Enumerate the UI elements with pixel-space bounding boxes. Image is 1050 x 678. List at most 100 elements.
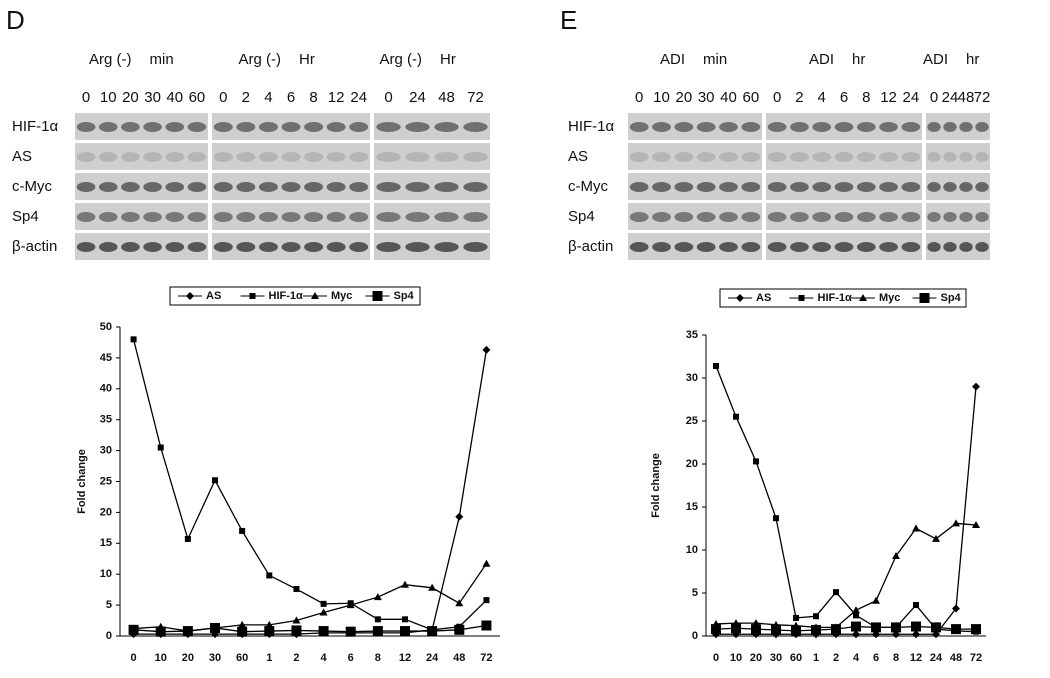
blot-band [434,182,459,192]
lane-label: 24 [903,89,920,106]
series-line [133,349,488,635]
blot-band [463,242,488,252]
blot-band [76,242,96,252]
blot-band [121,122,140,132]
marker [853,612,859,619]
condition-label: Arg (-) [380,51,423,68]
blot-band [975,212,989,222]
blot-band [213,152,233,162]
blot-band [741,122,761,132]
marker [291,625,302,636]
lane-label: 0 [635,89,643,106]
x-tick-label: 48 [453,652,465,664]
x-tick-label: 0 [713,652,719,664]
marker [372,291,383,301]
blot-band [856,212,876,222]
blot-band [405,182,430,192]
x-tick-label: 8 [375,652,381,664]
marker [831,624,841,635]
marker [237,626,248,637]
marker [402,616,408,623]
blot-band [856,122,876,132]
blot-band [326,152,346,162]
blot-band [349,182,369,192]
x-tick-label: 0 [131,652,137,664]
y-tick-label: 35 [100,414,112,426]
marker [952,604,960,613]
panel-letter: E [560,5,577,35]
blot-band [236,152,256,162]
blot-band [696,242,716,252]
x-tick-label: 30 [209,652,221,664]
blot-band [959,152,973,162]
blot-strip [628,113,762,140]
marker [971,624,981,635]
lane-label: 20 [675,89,692,106]
blot-band [76,122,96,132]
blot-band [143,122,162,132]
blot-band [943,242,957,252]
blot-band [943,212,957,222]
y-tick-label: 0 [692,630,698,642]
blot-band [258,182,278,192]
blot-band [879,182,898,192]
blot-band [76,152,96,162]
lane-label: 72 [467,89,484,106]
lane-label: 6 [840,89,848,106]
blot-band [121,242,140,252]
lane-label: 24 [350,89,367,106]
blot-band [943,122,957,132]
marker [871,622,881,633]
series-line [715,365,977,633]
blot-band [98,212,118,222]
marker [791,625,801,636]
blot-band [236,122,256,132]
lane-label: 8 [862,89,870,106]
marker [972,382,980,391]
blot-band [376,182,401,192]
blot-row-label: Sp4 [12,208,39,225]
blot-band [927,212,941,222]
legend-label: AS [206,290,221,302]
blot-strip [766,143,922,170]
marker [428,583,437,591]
lane-label: 6 [287,89,295,106]
marker [972,521,980,529]
lane-label: 60 [189,89,206,106]
blot-band [143,182,162,192]
marker [481,620,492,631]
blot-row-label: AS [12,148,32,165]
legend-label: Sp4 [394,290,415,302]
blot-band [741,212,761,222]
blot-band [349,122,369,132]
y-tick-label: 50 [100,321,112,333]
x-tick-label: 72 [480,652,492,664]
marker [798,295,805,301]
lane-label: 12 [880,89,897,106]
blot-band [349,242,369,252]
marker [239,527,246,534]
x-tick-label: 48 [950,652,962,664]
blot-band [98,122,118,132]
x-tick-label: 4 [321,652,328,664]
marker [374,616,381,623]
y-tick-label: 0 [106,630,112,642]
blot-strip [75,203,208,230]
blot-band [741,242,761,252]
blot-band [463,122,488,132]
legend-label: Myc [331,290,352,302]
series-line [716,386,977,635]
unit-label: hr [966,51,979,68]
blot-strip [926,143,990,170]
x-tick-label: 10 [155,652,167,664]
marker [238,620,247,628]
blot-band [304,212,324,222]
y-tick-label: 5 [692,587,698,599]
blot-band [236,182,256,192]
condition-label: Arg (-) [89,51,132,68]
y-tick-label: 40 [100,383,112,395]
blot-band [834,212,854,222]
marker [372,626,383,637]
blot-band [281,242,301,252]
